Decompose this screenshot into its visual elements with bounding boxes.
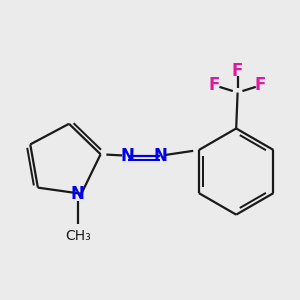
Text: N: N	[121, 147, 135, 165]
Text: F: F	[232, 62, 243, 80]
Text: F: F	[209, 76, 220, 94]
Text: N: N	[71, 185, 85, 203]
Text: F: F	[255, 76, 266, 94]
Text: N: N	[153, 147, 167, 165]
Text: CH₃: CH₃	[65, 229, 91, 243]
